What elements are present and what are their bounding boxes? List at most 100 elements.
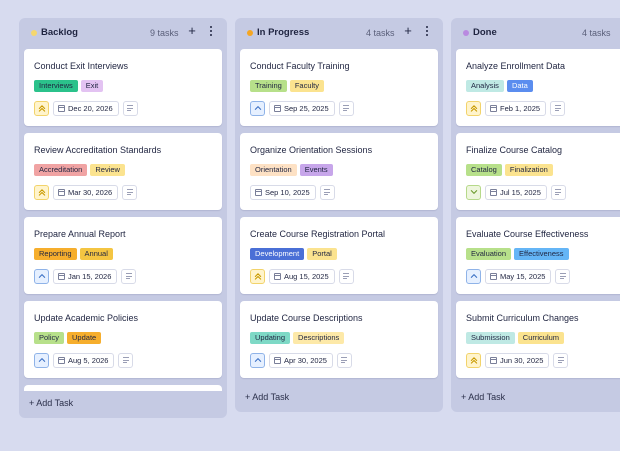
add-task-button[interactable]: + Add Task	[245, 392, 289, 402]
due-date-label: Sep 10, 2025	[265, 187, 310, 197]
priority-icon[interactable]	[466, 268, 481, 284]
status-dot	[31, 30, 37, 36]
task-card[interactable]: Evaluate Course Effectiveness Evaluation E…	[456, 217, 620, 294]
calendar-icon	[58, 188, 65, 196]
card-title: Evaluate Course Effectiveness	[466, 229, 589, 239]
tag: Analysis	[466, 80, 504, 92]
due-date-label: Jul 15, 2025	[500, 187, 541, 197]
card-title: Conduct Faculty Training	[250, 61, 350, 71]
tag: Portal	[307, 248, 337, 260]
task-card[interactable]: Submit Curriculum Changes Submission Curri…	[456, 301, 620, 378]
tag-list: Development Portal	[250, 248, 337, 260]
due-date-label: Aug 15, 2025	[284, 271, 329, 281]
card-meta: Apr 30, 2025	[250, 352, 352, 368]
column-in-progress: In Progress 4 tasks + Conduct Faculty Tr…	[235, 18, 443, 412]
task-card[interactable]: Conduct Exit Interviews Interviews Exit Dec…	[24, 49, 222, 126]
more-icon[interactable]	[209, 26, 213, 38]
description-icon[interactable]	[338, 268, 354, 284]
calendar-icon	[490, 104, 497, 112]
due-date[interactable]: Jan 15, 2026	[53, 268, 118, 284]
add-icon[interactable]: +	[404, 23, 412, 38]
priority-icon[interactable]	[34, 268, 49, 284]
description-icon[interactable]	[553, 352, 569, 368]
priority-icon[interactable]	[466, 352, 481, 368]
card-meta: Jun 30, 2025	[466, 352, 569, 368]
tag: Evaluation	[466, 248, 512, 260]
description-icon[interactable]	[118, 352, 134, 368]
priority-icon[interactable]	[466, 100, 481, 116]
priority-icon[interactable]	[250, 268, 265, 284]
due-date[interactable]: Jul 15, 2025	[485, 184, 547, 200]
task-card[interactable]: Organize Orientation Sessions Orientation…	[240, 133, 438, 210]
calendar-icon	[490, 272, 497, 280]
add-task-button[interactable]: + Add Task	[29, 398, 73, 408]
due-date[interactable]: Aug 5, 2026	[53, 352, 115, 368]
task-card[interactable]: Finalize Course Catalog Catalog Finalizati…	[456, 133, 620, 210]
description-icon[interactable]	[555, 268, 571, 284]
tag: Effectiveness	[514, 248, 569, 260]
card-meta: Sep 10, 2025	[250, 184, 335, 200]
due-date[interactable]: May 15, 2025	[485, 268, 552, 284]
priority-icon[interactable]	[34, 100, 49, 116]
due-date[interactable]: Aug 15, 2025	[269, 268, 335, 284]
add-task-button[interactable]: + Add Task	[461, 392, 505, 402]
task-card[interactable]: Create Course Registration Portal Develop…	[240, 217, 438, 294]
tag-list: Training Faculty	[250, 80, 325, 92]
column-header: Done 4 tasks	[451, 18, 620, 48]
card-title: Create Course Registration Portal	[250, 229, 386, 239]
more-icon[interactable]	[425, 26, 429, 38]
task-card[interactable]: Prepare Annual Report Reporting Annual Jan …	[24, 217, 222, 294]
card-title: Analyze Enrollment Data	[466, 61, 566, 71]
task-card[interactable]: Update Course Descriptions Updating Descri…	[240, 301, 438, 378]
column-backlog: Backlog 9 tasks + Conduct Exit Interview…	[19, 18, 227, 418]
add-icon[interactable]: +	[188, 23, 196, 38]
due-date-label: Jun 30, 2025	[500, 355, 544, 365]
task-count: 9 tasks	[150, 28, 179, 38]
column-title: Done	[473, 27, 497, 38]
tag: Development	[250, 248, 305, 260]
tag: Faculty	[289, 80, 325, 92]
task-card[interactable]: Conduct Faculty Training Training Faculty S…	[240, 49, 438, 126]
priority-icon[interactable]	[250, 352, 265, 368]
due-date[interactable]: Sep 10, 2025	[250, 184, 316, 200]
description-icon[interactable]	[550, 100, 566, 116]
due-date[interactable]: Dec 20, 2026	[53, 100, 119, 116]
description-icon[interactable]	[338, 100, 354, 116]
due-date-label: Mar 30, 2026	[68, 187, 113, 197]
calendar-icon	[490, 356, 497, 364]
tag: Catalog	[466, 164, 502, 176]
priority-icon[interactable]	[466, 184, 481, 200]
tag: Submission	[466, 332, 515, 344]
card-meta: Jan 15, 2026	[34, 268, 137, 284]
description-icon[interactable]	[336, 352, 352, 368]
priority-icon[interactable]	[34, 352, 49, 368]
card-title: Submit Curriculum Changes	[466, 313, 579, 323]
task-card[interactable]: Analyze Enrollment Data Analysis Data Feb 1…	[456, 49, 620, 126]
due-date[interactable]: Mar 30, 2026	[53, 184, 119, 200]
due-date[interactable]: Feb 1, 2025	[485, 100, 547, 116]
calendar-icon	[58, 272, 65, 280]
add-task-label: + Add Task	[245, 392, 290, 402]
due-date[interactable]: Jun 30, 2025	[485, 352, 550, 368]
task-card[interactable]: Review Accreditation Standards Accreditat…	[24, 133, 222, 210]
due-date[interactable]: Apr 30, 2025	[269, 352, 333, 368]
tag-list: Interviews Exit	[34, 80, 104, 92]
description-icon[interactable]	[319, 184, 335, 200]
task-card[interactable]: Update Academic Policies Policy Update Aug …	[24, 301, 222, 378]
card-title: Update Academic Policies	[34, 313, 139, 323]
description-icon[interactable]	[121, 268, 137, 284]
description-icon[interactable]	[122, 184, 138, 200]
tag-list: Accreditation Review	[34, 164, 125, 176]
description-icon[interactable]	[122, 100, 138, 116]
calendar-icon	[274, 272, 281, 280]
tag: Reporting	[34, 248, 77, 260]
priority-icon[interactable]	[250, 100, 265, 116]
description-icon[interactable]	[550, 184, 566, 200]
tag: Curriculum	[517, 332, 565, 344]
list-item[interactable]	[24, 385, 222, 391]
due-date[interactable]: Sep 25, 2025	[269, 100, 335, 116]
priority-icon[interactable]	[34, 184, 49, 200]
due-date-label: Feb 1, 2025	[500, 103, 541, 113]
column-title: In Progress	[257, 27, 310, 38]
tag-list: Catalog Finalization	[466, 164, 553, 176]
